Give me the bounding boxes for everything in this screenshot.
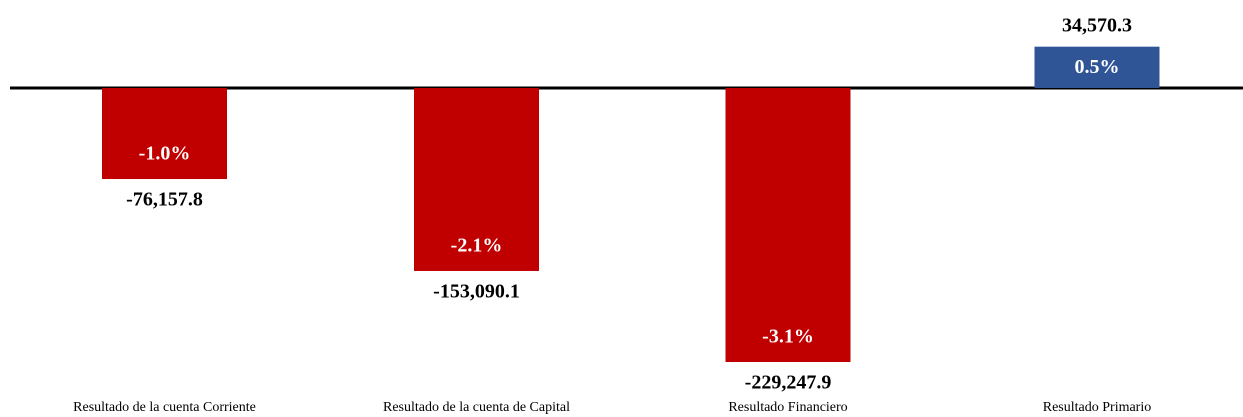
- value-label: -153,090.1: [433, 281, 520, 303]
- bar: [102, 88, 227, 180]
- value-label: -229,247.9: [745, 372, 832, 394]
- bar: [1034, 46, 1160, 88]
- share-label: -2.1%: [451, 235, 503, 257]
- share-label: -3.1%: [762, 326, 814, 348]
- bar: [725, 88, 851, 362]
- value-label: 34,570.3: [1062, 14, 1132, 36]
- category-label: Resultado Financiero: [728, 400, 847, 415]
- category-label: Resultado Primario: [1043, 400, 1152, 415]
- value-label: -76,157.8: [126, 189, 203, 211]
- bar: [414, 88, 539, 271]
- category-label: Resultado de la cuenta Corriente: [73, 400, 256, 415]
- category-label: Resultado de la cuenta de Capital: [383, 400, 570, 415]
- share-label: 0.5%: [1075, 56, 1120, 78]
- share-label: -1.0%: [139, 143, 191, 165]
